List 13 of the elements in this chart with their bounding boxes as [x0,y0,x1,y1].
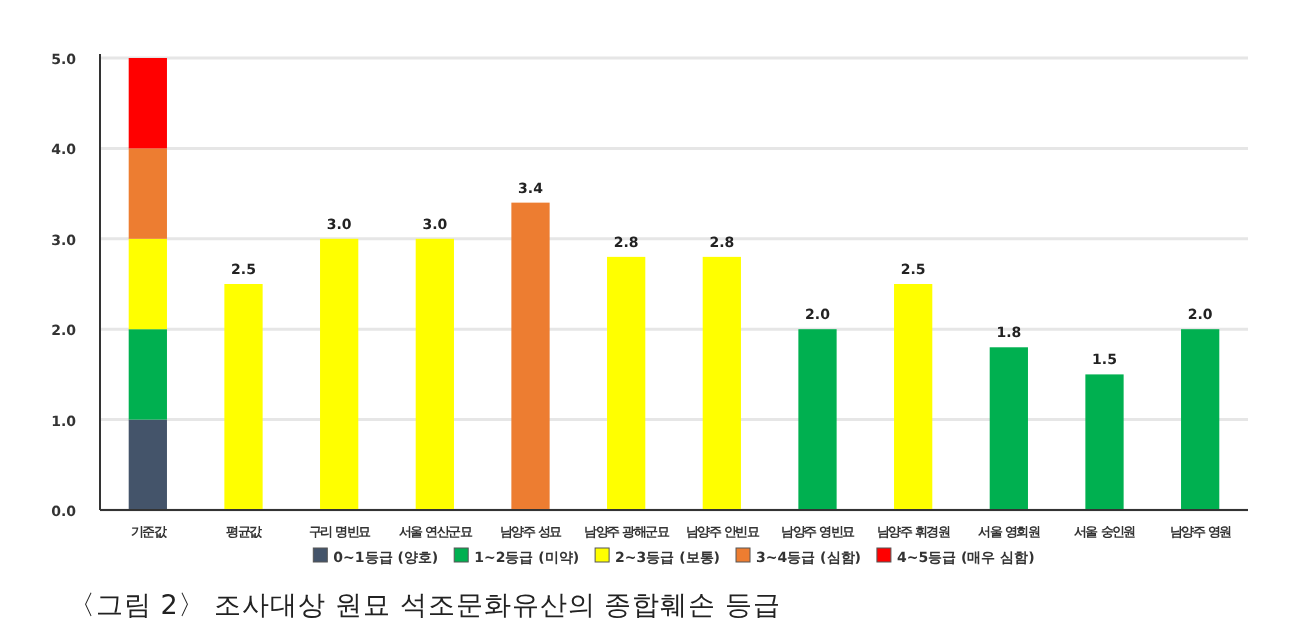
text: 〈그림 2〉 조사대상 원묘 석조문화유산의 종합훼손 등급 [68,590,781,622]
bar [989,347,1028,510]
bar [607,256,646,510]
bar [894,284,933,510]
bar [1181,329,1220,510]
bar [1085,374,1124,510]
bar [224,284,263,510]
bar [702,256,741,510]
bar [128,238,167,330]
bar [798,329,837,510]
bar [511,202,550,510]
bar [320,238,359,510]
bar [415,238,454,510]
